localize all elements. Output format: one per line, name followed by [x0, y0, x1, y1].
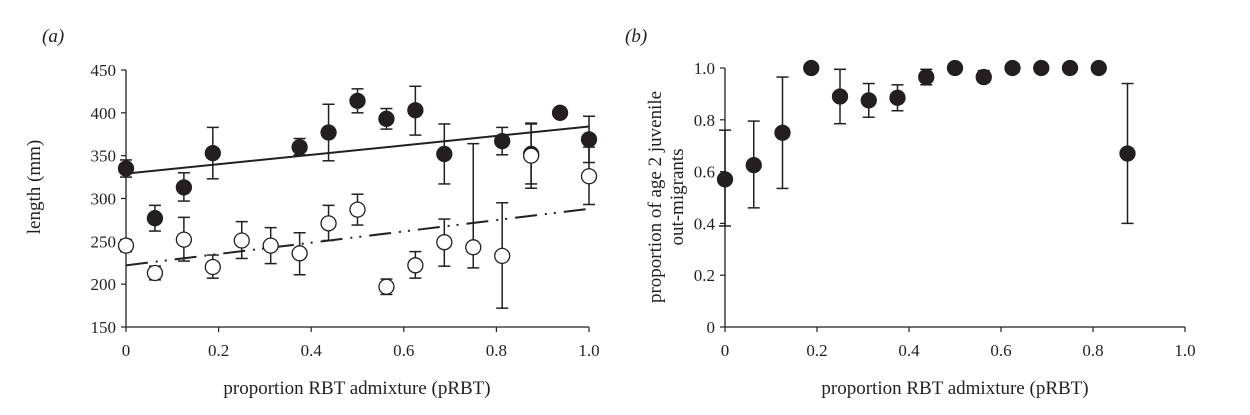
panel-b-series-0-point — [889, 89, 906, 106]
panel-b-series-0-point — [860, 92, 877, 109]
panel-b-x-tick-label: 0 — [721, 341, 730, 360]
panel-a-series-1-point — [175, 231, 193, 248]
panel-a-y-tick-label: 450 — [91, 61, 117, 80]
panel-b-y-tick-label: 0 — [707, 318, 716, 337]
panel-a-series-1-point — [349, 201, 366, 218]
panel-a-chart: (a) length (mm) proportion RBT admixture… — [24, 26, 600, 399]
panel-a-series-0-point — [175, 179, 193, 196]
panel-a-series-1-point — [204, 258, 221, 276]
panel-a-y-tick-label: 300 — [91, 190, 117, 209]
panel-b-series-0-point — [1061, 59, 1079, 77]
panel-a-series-0-point — [436, 145, 453, 163]
panel-b-series-0-point — [745, 156, 762, 174]
panel-a-x-tick-label: 0.4 — [301, 341, 323, 360]
panel-a-series-0-point — [204, 144, 221, 162]
panel-a-series-1-point — [494, 247, 511, 265]
panel-b-x-tick-label: 0.2 — [806, 341, 827, 360]
panel-a-series-0-point — [551, 104, 569, 121]
panel-b-series-0-point — [1119, 145, 1136, 162]
panel-b-series-0-point — [831, 88, 849, 105]
panel-a-label: (a) — [42, 26, 64, 47]
panel-b-y-tick-label: 0.6 — [694, 163, 715, 182]
panel-a-y-tick-label: 400 — [91, 104, 117, 123]
panel-a-series-0-trend-line — [125, 125, 590, 175]
panel-a-series-0-point — [407, 102, 424, 119]
panel-b-y-axis-label-line1: proportion of age 2 juvenile — [645, 91, 666, 303]
panel-a-series-1-point — [580, 168, 598, 185]
panel-b-x-tick-label: 0.4 — [898, 341, 920, 360]
panel-b-y-tick-label: 1.0 — [694, 59, 715, 78]
panel-b-series-0-point — [975, 68, 992, 86]
panel-a-x-axis-label: proportion RBT admixture (pRBT) — [223, 378, 490, 399]
panel-a-series-1-point — [378, 278, 395, 295]
panel-b-series-0-point — [1090, 59, 1107, 77]
panel-b-series-0-point — [803, 59, 820, 77]
panel-a-y-axis-label: length (mm) — [24, 140, 45, 234]
panel-b-y-tick-label: 0.2 — [694, 266, 715, 285]
panel-b-series-0-point — [1004, 59, 1021, 77]
panel-a-series-1-point — [146, 264, 164, 282]
panel-a-series-1-point — [436, 234, 453, 251]
panel-a-series-0-point — [349, 92, 366, 109]
panel-a-series-0-point — [378, 110, 395, 127]
panel-a-series-1-point — [262, 237, 279, 254]
panel-a-series-0-point — [580, 131, 598, 148]
panel-a-series-1-point — [291, 245, 308, 262]
panel-a-series-0-point — [117, 160, 135, 177]
panel-a-series-1-point — [522, 147, 540, 164]
panel-b-y-tick-label: 0.8 — [694, 111, 715, 130]
panel-a-y-tick-label: 350 — [91, 147, 117, 166]
panel-b-x-tick-label: 0.8 — [1082, 341, 1103, 360]
panel-a-x-tick-label: 0.8 — [486, 341, 507, 360]
panel-a-y-tick-label: 250 — [91, 232, 117, 251]
panel-b-chart: (b) proportion of age 2 juvenile out-mig… — [625, 26, 1196, 399]
panel-b-series-0-point — [1033, 59, 1050, 77]
panel-b-series-0-point — [946, 59, 964, 77]
panel-a-series-1-point — [117, 237, 135, 254]
panel-b-x-tick-label: 0.6 — [990, 341, 1011, 360]
panel-b-series-0-point — [918, 68, 935, 86]
panel-a-x-tick-label: 0.2 — [208, 341, 229, 360]
panel-b-series-0-point — [774, 124, 791, 141]
panel-a-series-0-point — [494, 132, 511, 150]
panel-b-y-tick-label: 0.4 — [694, 214, 716, 233]
panel-b-y-axis-label-line2: out-migrants — [667, 148, 688, 245]
panel-a-series-1-point — [233, 232, 250, 249]
panel-b-label: (b) — [625, 26, 647, 47]
panel-a-x-tick-label: 1.0 — [578, 341, 599, 360]
panel-a-x-tick-label: 0 — [122, 341, 131, 360]
panel-a-series-0-point — [320, 124, 337, 141]
panel-a-series-1-point — [465, 239, 482, 256]
panel-a-y-tick-label: 150 — [91, 318, 117, 337]
panel-a-x-tick-label: 0.6 — [393, 341, 414, 360]
panel-a-y-tick-label: 200 — [91, 275, 117, 294]
panel-a-series-0-point — [291, 138, 308, 156]
panel-a-series-1-point — [407, 257, 424, 274]
panel-b-x-axis-label: proportion RBT admixture (pRBT) — [821, 378, 1088, 399]
panel-b-series-0-point — [716, 171, 734, 188]
panel-b-x-tick-label: 1.0 — [1174, 341, 1195, 360]
panel-a-series-1-point — [320, 215, 337, 232]
panel-a-series-0-point — [146, 210, 164, 227]
